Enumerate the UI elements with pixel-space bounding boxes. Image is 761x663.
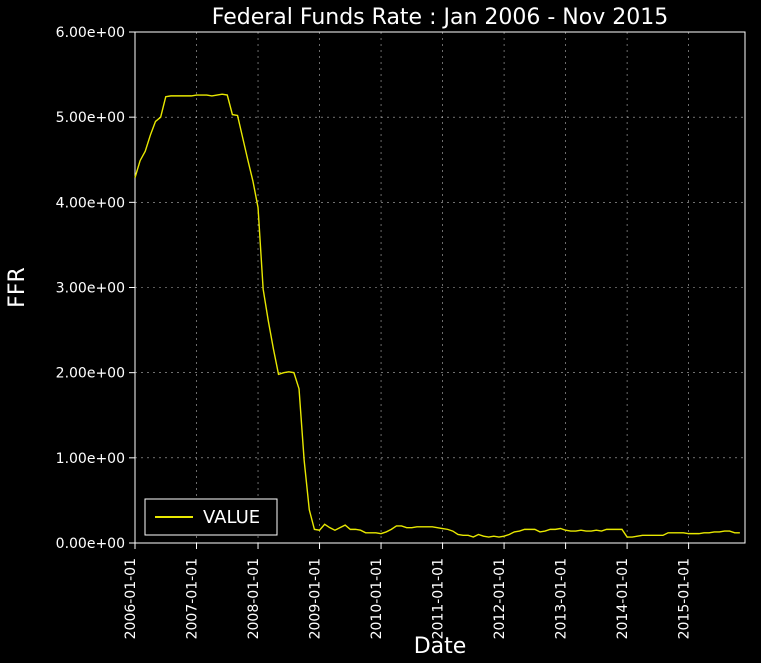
x-tick-label: 2012-01-01 xyxy=(492,558,508,639)
x-tick-label: 2007-01-01 xyxy=(185,558,201,639)
legend-label: VALUE xyxy=(203,507,260,528)
x-tick-label: 2008-01-01 xyxy=(246,558,262,639)
y-tick-label: 2.00e+00 xyxy=(56,366,125,382)
x-tick-label: 2013-01-01 xyxy=(554,558,570,639)
legend: VALUE xyxy=(145,499,277,535)
y-tick-label: 0.00e+00 xyxy=(56,536,125,552)
x-tick-label: 2009-01-01 xyxy=(308,558,324,639)
x-tick-label: 2014-01-01 xyxy=(615,558,631,639)
chart-title: Federal Funds Rate : Jan 2006 - Nov 2015 xyxy=(212,5,668,30)
y-tick-label: 1.00e+00 xyxy=(56,451,125,467)
x-tick-label: 2015-01-01 xyxy=(677,558,693,639)
y-tick-label: 5.00e+00 xyxy=(56,110,125,126)
x-tick-label: 2006-01-01 xyxy=(123,558,139,639)
y-tick-label: 4.00e+00 xyxy=(56,195,125,211)
y-tick-label: 3.00e+00 xyxy=(56,281,125,297)
x-tick-label: 2010-01-01 xyxy=(369,558,385,639)
ffr-line-chart: 0.00e+00 1.00e+00 2.00e+00 3.00e+00 4.00e+00… xyxy=(0,0,761,663)
x-tick-label: 2011-01-01 xyxy=(431,558,447,639)
y-tick-label: 6.00e+00 xyxy=(56,25,125,41)
x-axis-label: Date xyxy=(414,634,467,659)
y-axis-label: FFR xyxy=(5,267,30,308)
